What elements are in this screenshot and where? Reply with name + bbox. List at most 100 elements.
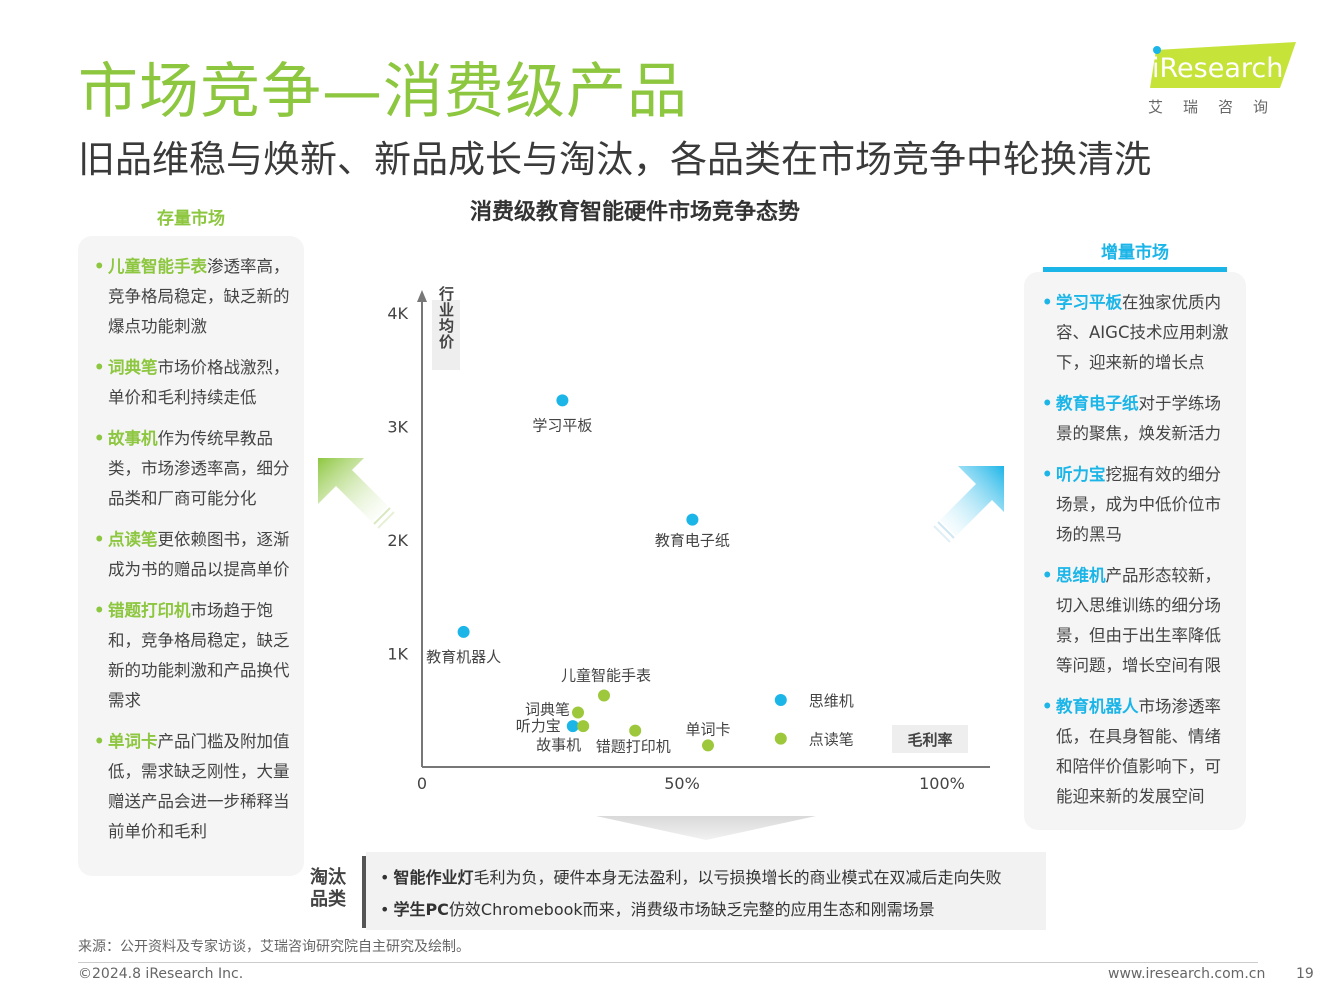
data-point-label: 听力宝 (516, 717, 561, 735)
growth-market-item: • 教育机器人市场渗透率低，在具身智能、情绪和陪伴价值影响下，可能迎来新的发展空间 (1042, 692, 1234, 812)
stock-market-item: • 词典笔市场价格战激烈，单价和毛利持续走低 (94, 353, 292, 413)
data-point-label: 错题打印机 (596, 738, 671, 756)
stock-market-panel: • 儿童智能手表渗透率高，竞争格局稳定，缺乏新的爆点功能刺激 • 词典笔市场价格战激烈… (78, 236, 304, 876)
stock-market-item: • 儿童智能手表渗透率高，竞争格局稳定，缺乏新的爆点功能刺激 (94, 252, 292, 342)
data-point (556, 394, 569, 407)
data-point (629, 724, 642, 737)
growth-market-item: • 听力宝挖掘有效的细分场景，成为中低价位市场的黑马 (1042, 460, 1234, 550)
eliminated-item: • 智能作业灯毛利为负，硬件本身无法盈利，以亏损换增长的商业模式在双减后走向失败 (380, 864, 1046, 888)
source-note: 来源：公开资料及专家访谈，艾瑞咨询研究院自主研究及绘制。 (78, 939, 470, 955)
y-axis-label: 行业均价 (437, 285, 455, 350)
growth-heading-underline (1043, 267, 1227, 272)
stock-market-item: • 点读笔更依赖图书，逐渐成为书的赠品以提高单价 (94, 525, 292, 585)
bullet-dot: • (380, 868, 390, 887)
eliminated-text: 仿效Chromebook而来，消费级市场缺乏完整的应用生态和刚需场景 (448, 900, 935, 919)
eliminated-text: 毛利为负，硬件本身无法盈利，以亏损换增长的商业模式在双减后走向失败 (473, 868, 1002, 887)
x-tick-label: 0 (417, 774, 427, 793)
stock-market-text: 作为传统早教品类，市场渗透率高，细分品类和厂商可能分化 (108, 429, 290, 508)
growth-market-panel: • 学习平板在独家优质内容、AIGC技术应用刺激下，迎来新的增长点 • 教育电子纸对于… (1024, 272, 1246, 830)
x-label-box (892, 725, 968, 753)
eliminated-highlight: 学生PC (393, 900, 449, 919)
stock-market-highlight: 儿童智能手表 (108, 257, 207, 276)
eliminated-bar (362, 856, 366, 928)
growth-market-item: • 思维机产品形态较新，切入思维训练的细分场景，但由于出生率降低等问题，增长空间有… (1042, 561, 1234, 681)
growth-market-list: • 学习平板在独家优质内容、AIGC技术应用刺激下，迎来新的增长点 • 教育电子纸对于… (1042, 288, 1234, 812)
footer-divider (78, 962, 1258, 963)
y-tick-label: 1K (387, 645, 408, 664)
stock-market-item: • 单词卡产品门槛及附加值低，需求缺乏刚性，大量赠送产品会进一步稀释当前单价和毛利 (94, 727, 292, 847)
bullet-dot: • (94, 429, 105, 448)
stock-market-list: • 儿童智能手表渗透率高，竞争格局稳定，缺乏新的爆点功能刺激 • 词典笔市场价格战激烈… (94, 252, 292, 847)
growth-market-text: 产品形态较新，切入思维训练的细分场景，但由于出生率降低等问题，增长空间有限 (1056, 566, 1221, 675)
growth-market-text: 市场渗透率低，在具身智能、情绪和陪伴价值影响下，可能迎来新的发展空间 (1056, 697, 1221, 806)
data-point (457, 625, 470, 638)
bullet-dot: • (94, 530, 105, 549)
bullet-dot: • (1042, 465, 1053, 484)
eliminated-item: • 学生PC仿效Chromebook而来，消费级市场缺乏完整的应用生态和刚需场景 (380, 896, 1046, 920)
right-up-arrow-icon (933, 466, 1004, 543)
data-point (572, 706, 584, 719)
growth-market-item: • 教育电子纸对于学练场景的聚焦，焕发新活力 (1042, 389, 1234, 449)
chart-title: 消费级教育智能硬件市场竞争态势 (470, 200, 801, 225)
copyright: ©2024.8 iResearch Inc. (78, 966, 244, 982)
data-point-label: 点读笔 (809, 731, 854, 749)
data-point (598, 689, 610, 702)
stock-market-highlight: 单词卡 (108, 732, 158, 751)
growth-market-item: • 学习平板在独家优质内容、AIGC技术应用刺激下，迎来新的增长点 (1042, 288, 1234, 378)
bullet-dot: • (1042, 566, 1053, 585)
stock-market-highlight: 故事机 (108, 429, 158, 448)
growth-market-highlight: 思维机 (1056, 566, 1106, 585)
logo-cn-text: 艾瑞咨询 (1148, 98, 1289, 116)
page-number: 19 (1296, 966, 1314, 982)
data-point-label: 思维机 (809, 692, 854, 710)
stock-market-text: 产品门槛及附加值低，需求缺乏刚性，大量赠送产品会进一步稀释当前单价和毛利 (108, 732, 290, 841)
left-up-arrow-icon (318, 458, 395, 529)
stock-market-highlight: 错题打印机 (108, 601, 191, 620)
stock-market-highlight: 词典笔 (108, 358, 158, 377)
stock-market-text: 市场价格战激烈，单价和毛利持续走低 (108, 358, 290, 407)
growth-market-highlight: 教育电子纸 (1056, 394, 1139, 413)
y-label-box (432, 300, 460, 370)
data-point-label: 教育机器人 (426, 648, 501, 666)
data-point (566, 720, 579, 733)
data-point-label: 词典笔 (525, 701, 570, 719)
growth-market-highlight: 听力宝 (1056, 465, 1106, 484)
growth-market-highlight: 教育机器人 (1056, 697, 1139, 716)
logo-brand-text: iResearch (1152, 53, 1283, 84)
bullet-dot: • (1042, 697, 1053, 716)
stock-market-heading: 存量市场 (157, 209, 225, 229)
y-tick-label: 3K (387, 418, 408, 437)
data-point-label: 学习平板 (532, 416, 592, 434)
bullet-dot: • (94, 257, 105, 276)
logo-mark: iResearch (1150, 42, 1296, 88)
bullet-dot: • (1042, 394, 1053, 413)
page-title: 市场竞争—消费级产品 (78, 57, 688, 127)
stock-market-item: • 错题打印机市场趋于饱和，竞争格局稳定，缺乏新的功能刺激和产品换代需求 (94, 596, 292, 716)
growth-market-text: 在独家优质内容、AIGC技术应用刺激下，迎来新的增长点 (1056, 293, 1229, 372)
bullet-dot: • (1042, 293, 1053, 312)
eliminated-list: • 智能作业灯毛利为负，硬件本身无法盈利，以亏损换增长的商业模式在双减后走向失败 •… (366, 852, 1046, 920)
growth-market-text: 对于学练场景的聚焦，焕发新活力 (1056, 394, 1221, 443)
bullet-dot: • (94, 732, 105, 751)
data-point-label: 故事机 (536, 736, 581, 754)
eliminated-category-label: 淘汰品类 (310, 867, 346, 910)
data-point (577, 720, 590, 733)
bullet-dot: • (94, 358, 105, 377)
data-point-label: 教育电子纸 (655, 532, 730, 550)
stock-market-text: 渗透率高，竞争格局稳定，缺乏新的爆点功能刺激 (108, 257, 290, 336)
y-tick-label: 4K (387, 304, 408, 323)
eliminated-highlight: 智能作业灯 (393, 868, 474, 887)
y-axis-arrowhead (417, 290, 427, 302)
stock-market-text: 更依赖图书，逐渐成为书的赠品以提高单价 (108, 530, 290, 579)
y-tick-label: 2K (387, 531, 408, 550)
x-tick-label: 100% (919, 774, 965, 793)
bullet-dot: • (380, 900, 390, 919)
data-point-label: 儿童智能手表 (561, 666, 651, 684)
eliminated-category-box: • 智能作业灯毛利为负，硬件本身无法盈利，以亏损换增长的商业模式在双减后走向失败 •… (366, 852, 1046, 930)
growth-market-text: 挖掘有效的细分场景，成为中低价位市场的黑马 (1056, 465, 1221, 544)
stock-market-text: 市场趋于饱和，竞争格局稳定，缺乏新的功能刺激和产品换代需求 (108, 601, 290, 710)
website-link[interactable]: www.iresearch.com.cn (1108, 966, 1266, 982)
data-point-label: 单词卡 (685, 720, 730, 738)
data-point (686, 513, 699, 526)
